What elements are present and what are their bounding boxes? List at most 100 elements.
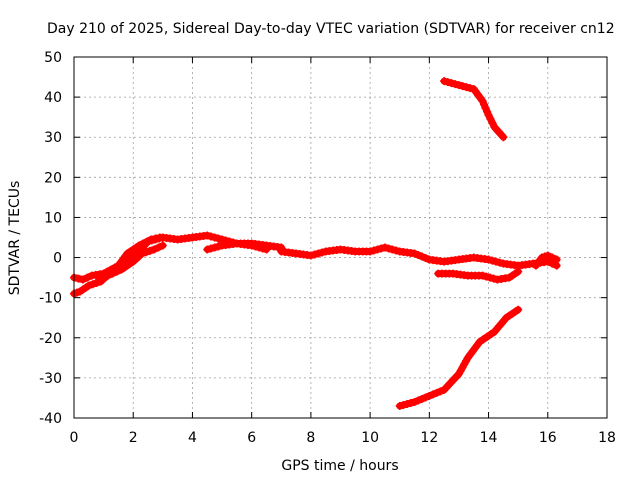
point-marker — [369, 246, 378, 255]
point-marker — [488, 256, 497, 265]
point-marker — [447, 79, 456, 88]
point-marker — [395, 401, 404, 410]
point-marker — [146, 235, 155, 244]
point-marker — [543, 251, 552, 260]
point-marker — [366, 247, 375, 256]
point-marker — [488, 119, 497, 128]
point-marker — [417, 252, 426, 261]
point-marker — [552, 255, 561, 264]
x-tick-label: 12 — [420, 430, 438, 446]
point-marker — [112, 267, 121, 276]
point-marker — [203, 245, 212, 254]
point-marker — [410, 249, 419, 258]
axis-ticks: 0 2 4 6 8 10 12 14 16 18 -40 -30 -20 -10 0 10 20 30 40 50 — [39, 50, 616, 446]
point-marker — [108, 269, 117, 278]
grid-lines — [74, 57, 607, 418]
point-marker — [247, 241, 256, 250]
point-marker — [258, 244, 267, 253]
x-tick-label: 14 — [480, 430, 498, 446]
point-marker — [486, 273, 495, 282]
x-tick-label: 6 — [247, 430, 256, 446]
point-marker — [484, 111, 493, 120]
point-marker — [454, 81, 463, 90]
y-tick-label: 40 — [44, 90, 62, 106]
x-tick-label: 10 — [361, 430, 379, 446]
point-marker — [104, 271, 113, 280]
y-tick-label: 20 — [44, 170, 62, 186]
point-marker — [495, 258, 504, 267]
point-marker — [421, 254, 430, 263]
point-marker — [486, 115, 495, 124]
point-marker — [399, 400, 408, 409]
y-tick-label: 0 — [53, 251, 62, 267]
point-marker — [410, 397, 419, 406]
point-marker — [514, 267, 523, 276]
point-marker — [373, 245, 382, 254]
point-marker — [392, 246, 401, 255]
y-axis-label: SDTVAR / TECUs — [7, 181, 23, 296]
point-marker — [306, 251, 315, 260]
point-marker — [74, 274, 83, 283]
point-marker — [138, 249, 147, 258]
point-marker — [489, 274, 498, 283]
point-marker — [262, 245, 271, 254]
point-marker — [158, 241, 167, 250]
point-marker — [548, 253, 557, 262]
point-marker — [377, 244, 386, 253]
y-tick-label: -40 — [39, 411, 62, 427]
point-marker — [417, 394, 426, 403]
y-tick-label: -30 — [39, 371, 62, 387]
point-marker — [514, 305, 523, 314]
x-tick-label: 4 — [188, 430, 197, 446]
point-marker — [146, 246, 155, 255]
point-marker — [480, 100, 489, 109]
y-tick-label: 10 — [44, 210, 62, 226]
point-marker — [451, 80, 460, 89]
x-tick-label: 8 — [306, 430, 315, 446]
point-marker — [414, 251, 423, 260]
x-tick-label: 2 — [129, 430, 138, 446]
point-marker — [491, 257, 500, 266]
point-marker — [214, 242, 223, 251]
point-marker — [317, 248, 326, 257]
point-marker — [466, 84, 475, 93]
point-marker — [482, 272, 491, 281]
point-marker — [483, 107, 492, 116]
point-marker — [462, 83, 471, 92]
point-marker — [481, 104, 490, 113]
series-track-j — [396, 306, 522, 410]
point-marker — [149, 245, 158, 254]
point-marker — [414, 396, 423, 405]
point-marker — [203, 231, 212, 240]
point-marker — [214, 234, 223, 243]
point-marker — [384, 244, 393, 253]
point-marker — [78, 275, 87, 284]
point-marker — [499, 133, 508, 142]
point-marker — [436, 387, 445, 396]
point-marker — [251, 242, 260, 251]
point-marker — [99, 273, 108, 282]
y-tick-label: -10 — [39, 291, 62, 307]
point-marker — [388, 245, 397, 254]
point-marker — [206, 232, 215, 241]
point-marker — [478, 271, 487, 280]
point-marker — [83, 273, 92, 282]
point-marker — [425, 391, 434, 400]
point-marker — [210, 233, 219, 242]
point-marker — [151, 234, 160, 243]
x-tick-label: 16 — [539, 430, 557, 446]
y-tick-label: 50 — [44, 50, 62, 66]
point-marker — [429, 390, 438, 399]
point-marker — [406, 398, 415, 407]
x-tick-label: 0 — [70, 430, 79, 446]
point-marker — [88, 280, 97, 289]
point-marker — [310, 250, 319, 259]
point-marker — [534, 257, 543, 266]
point-marker — [206, 244, 215, 253]
x-axis-label: GPS time / hours — [281, 458, 398, 474]
point-marker — [84, 281, 93, 290]
point-marker — [154, 243, 163, 252]
y-tick-label: -20 — [39, 331, 62, 347]
point-marker — [403, 399, 412, 408]
